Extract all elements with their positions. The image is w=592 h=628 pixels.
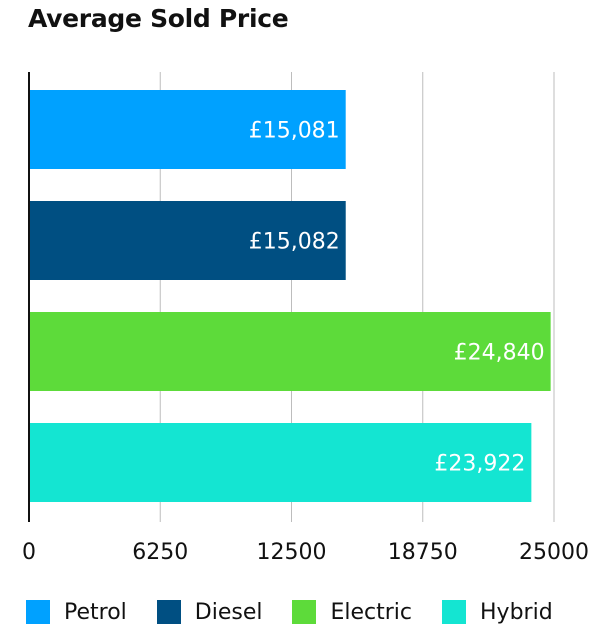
legend-item-hybrid: Hybrid [442,600,553,625]
legend-label: Hybrid [480,599,553,625]
legend-label: Petrol [64,599,127,625]
bar-diesel [29,201,346,280]
bar-hybrid [29,423,532,502]
x-tick-label: 0 [22,540,36,565]
x-tick-label: 25000 [519,540,589,565]
data-label: £15,081 [249,119,340,144]
bar-electric [29,312,551,391]
chart-legend: Petrol Diesel Electric Hybrid [26,598,553,626]
bar-chart: £15,081 £15,082 £24,840 £23,922 0 6250 12500 18… [22,72,589,565]
legend-swatch [156,600,181,624]
x-tick-label: 18750 [388,540,458,565]
legend-item-diesel: Diesel [156,599,263,625]
legend-swatch [292,600,317,624]
legend-item-petrol: Petrol [26,600,127,625]
data-label: £15,082 [249,230,340,255]
data-label: £23,922 [434,452,525,477]
legend-label: Diesel [194,599,263,625]
x-tick-label: 12500 [257,540,327,565]
bar-petrol [29,90,346,169]
legend-swatch [26,600,50,624]
chart-title: Average Sold Price [28,4,289,33]
legend-swatch [442,600,467,624]
legend-label: Electric [330,599,413,625]
data-label: £24,840 [454,341,545,366]
x-tick-label: 6250 [132,540,188,565]
legend-item-electric: Electric [292,600,412,625]
